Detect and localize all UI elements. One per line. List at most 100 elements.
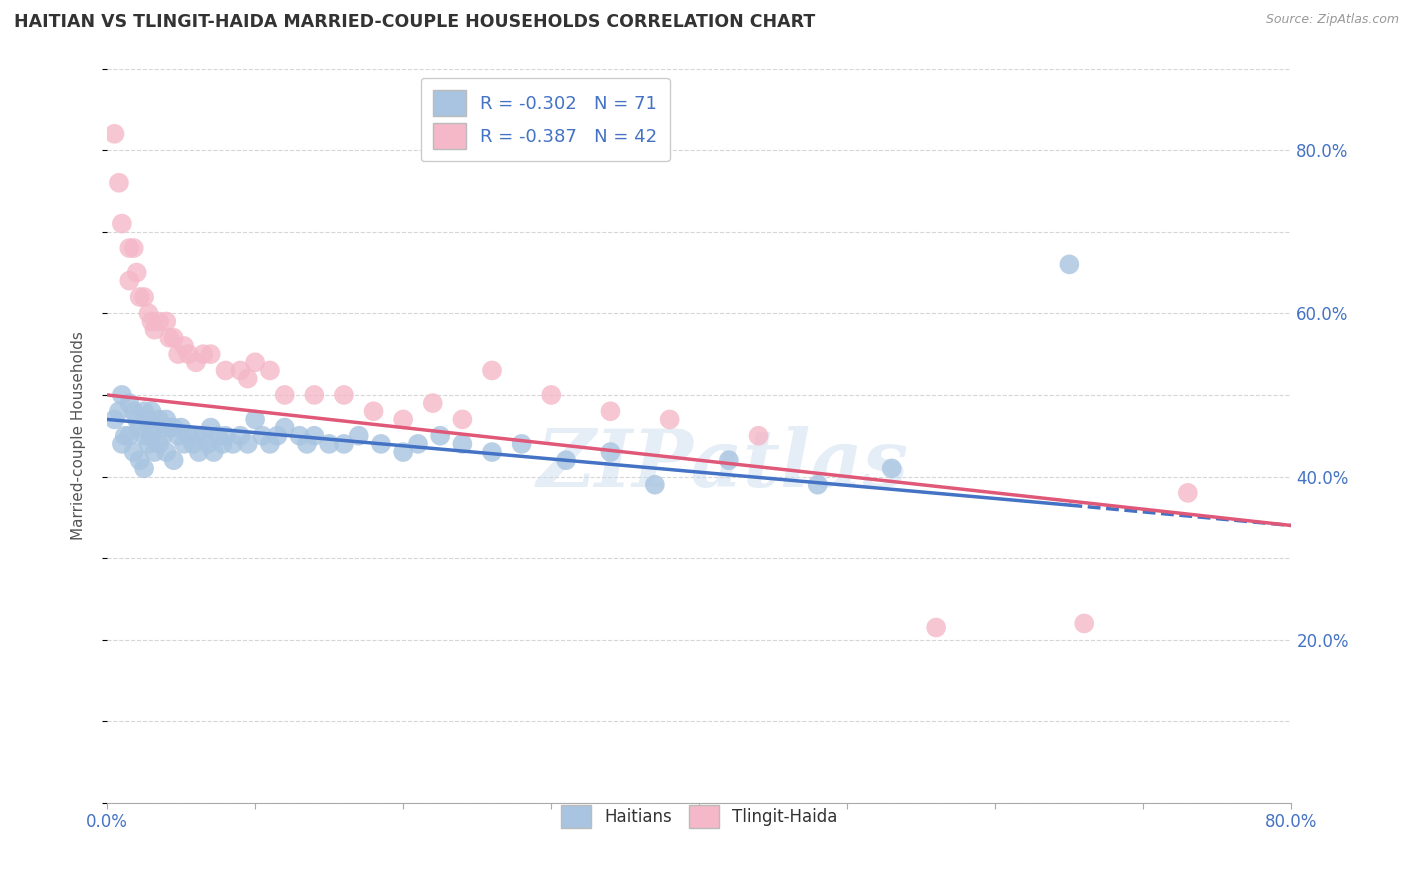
Point xyxy=(481,363,503,377)
Point xyxy=(252,428,274,442)
Point xyxy=(406,437,429,451)
Point xyxy=(807,477,830,491)
Point xyxy=(138,437,160,451)
Point xyxy=(125,412,148,426)
Point xyxy=(128,290,150,304)
Point xyxy=(155,445,177,459)
Point xyxy=(122,404,145,418)
Point xyxy=(658,412,681,426)
Point xyxy=(173,339,195,353)
Point xyxy=(108,176,131,190)
Point xyxy=(103,127,125,141)
Point xyxy=(132,290,155,304)
Point xyxy=(155,412,177,426)
Point xyxy=(157,420,180,434)
Point xyxy=(1059,257,1081,271)
Point xyxy=(243,412,266,426)
Point xyxy=(138,306,160,320)
Point xyxy=(143,420,166,434)
Point xyxy=(122,445,145,459)
Point xyxy=(193,428,215,442)
Point xyxy=(288,428,311,442)
Point xyxy=(363,404,385,418)
Point xyxy=(163,420,186,434)
Point xyxy=(422,396,444,410)
Point xyxy=(132,404,155,418)
Point xyxy=(138,412,160,426)
Point xyxy=(148,412,170,426)
Point xyxy=(274,388,297,402)
Point xyxy=(141,428,163,442)
Point xyxy=(157,331,180,345)
Point xyxy=(214,428,236,442)
Point xyxy=(128,420,150,434)
Point xyxy=(193,347,215,361)
Point xyxy=(118,396,141,410)
Point xyxy=(200,420,222,434)
Point xyxy=(229,428,252,442)
Point xyxy=(184,428,207,442)
Legend: Haitians, Tlingit-Haida: Haitians, Tlingit-Haida xyxy=(554,798,844,835)
Point xyxy=(118,274,141,288)
Point xyxy=(167,347,190,361)
Point xyxy=(236,371,259,385)
Point xyxy=(295,437,318,451)
Point xyxy=(599,445,621,459)
Point xyxy=(318,437,340,451)
Point xyxy=(103,412,125,426)
Text: HAITIAN VS TLINGIT-HAIDA MARRIED-COUPLE HOUSEHOLDS CORRELATION CHART: HAITIAN VS TLINGIT-HAIDA MARRIED-COUPLE … xyxy=(14,13,815,31)
Point xyxy=(177,428,200,442)
Point xyxy=(202,445,225,459)
Point xyxy=(114,428,136,442)
Point xyxy=(880,461,903,475)
Point xyxy=(111,388,134,402)
Point xyxy=(214,363,236,377)
Point xyxy=(148,314,170,328)
Point xyxy=(108,404,131,418)
Point xyxy=(259,437,281,451)
Point xyxy=(197,437,219,451)
Point xyxy=(555,453,578,467)
Point xyxy=(163,453,186,467)
Point xyxy=(181,437,204,451)
Point xyxy=(1177,486,1199,500)
Point xyxy=(717,453,740,467)
Point xyxy=(170,420,193,434)
Point xyxy=(122,241,145,255)
Point xyxy=(304,428,326,442)
Point xyxy=(599,404,621,418)
Point xyxy=(222,437,245,451)
Point xyxy=(333,388,356,402)
Point xyxy=(141,404,163,418)
Point xyxy=(1073,616,1095,631)
Point xyxy=(143,323,166,337)
Point xyxy=(163,331,186,345)
Point xyxy=(236,437,259,451)
Point xyxy=(155,314,177,328)
Point xyxy=(347,428,370,442)
Point xyxy=(510,437,533,451)
Point xyxy=(925,620,948,634)
Y-axis label: Married-couple Households: Married-couple Households xyxy=(72,331,86,541)
Point xyxy=(451,437,474,451)
Point xyxy=(184,355,207,369)
Point xyxy=(132,428,155,442)
Point xyxy=(451,412,474,426)
Point xyxy=(229,363,252,377)
Point xyxy=(540,388,562,402)
Point xyxy=(429,428,451,442)
Point xyxy=(187,445,209,459)
Point xyxy=(173,437,195,451)
Point xyxy=(143,445,166,459)
Point xyxy=(177,347,200,361)
Point xyxy=(274,420,297,434)
Point xyxy=(211,437,233,451)
Point xyxy=(266,428,288,442)
Point xyxy=(392,412,415,426)
Point xyxy=(128,453,150,467)
Point xyxy=(644,477,666,491)
Point xyxy=(259,363,281,377)
Point xyxy=(333,437,356,451)
Point xyxy=(207,428,229,442)
Point xyxy=(152,428,174,442)
